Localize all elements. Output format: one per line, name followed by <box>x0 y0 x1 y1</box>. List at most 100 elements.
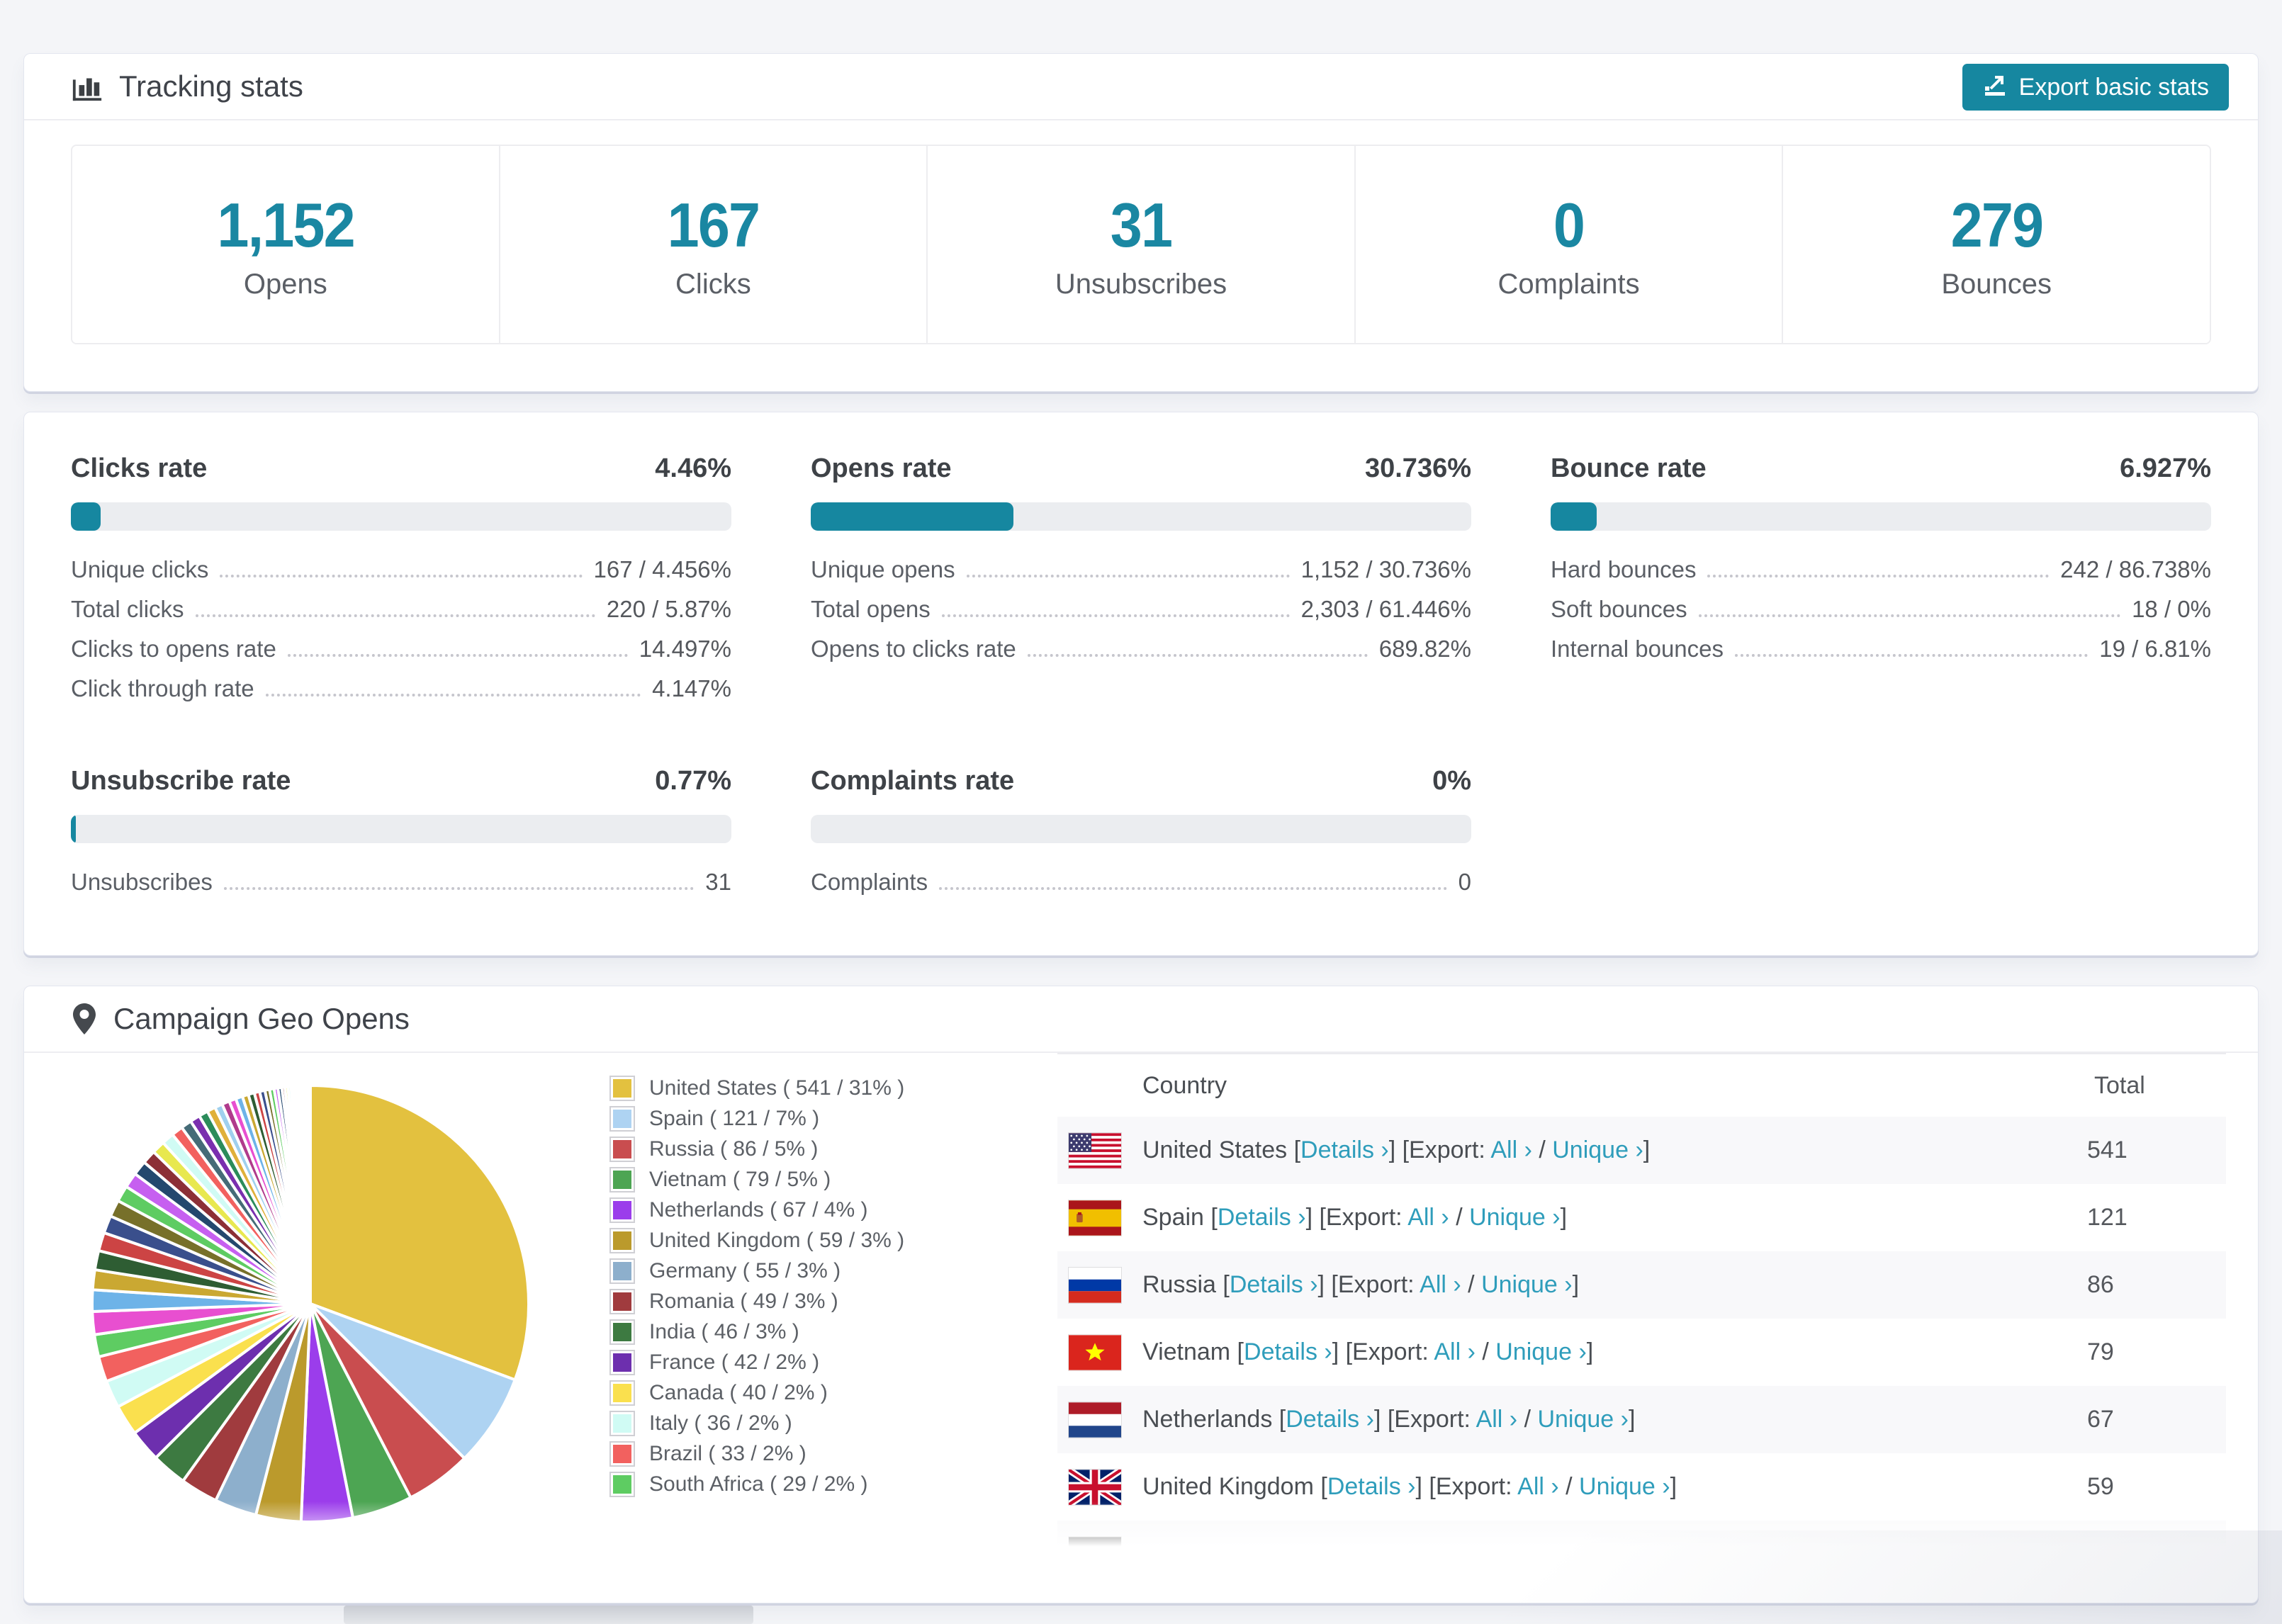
rates-grid: Clicks rate 4.46% Unique clicks 167 / 4.456… <box>24 412 2258 955</box>
stat-line: Internal bounces 19 / 6.81% <box>1551 636 2211 675</box>
rate-section-unsubscribe-rate: Unsubscribe rate 0.77% Unsubscribes 31 <box>71 766 731 908</box>
rate-title: Unsubscribe rate <box>71 766 291 796</box>
details-link[interactable]: Details › <box>1300 1137 1389 1163</box>
export-all-link[interactable]: All › <box>1517 1473 1559 1500</box>
page-title: Tracking stats <box>119 69 303 103</box>
legend-item-russia: Russia ( 86 / 5% ) <box>609 1134 1040 1164</box>
legend-swatch <box>609 1258 635 1284</box>
details-link[interactable]: Details › <box>1286 1406 1374 1433</box>
stat-line-value: 2,303 / 61.446% <box>1300 596 1471 622</box>
stat-value: 0 <box>1553 189 1585 260</box>
legend-swatch <box>609 1288 635 1314</box>
stat-line-value: 242 / 86.738% <box>2060 556 2211 582</box>
stat-line-value: 167 / 4.456% <box>593 556 732 582</box>
stat-line-value: 220 / 5.87% <box>606 596 731 622</box>
export-unique-link[interactable]: Unique › <box>1537 1406 1629 1433</box>
stat-line: Hard bounces 242 / 86.738% <box>1551 556 2211 596</box>
legend-item-united-kingdom: United Kingdom ( 59 / 3% ) <box>609 1225 1040 1256</box>
rate-section-clicks-rate: Clicks rate 4.46% Unique clicks 167 / 4.456… <box>71 453 731 715</box>
rate-value: 4.46% <box>655 453 731 483</box>
rate-title: Complaints rate <box>811 766 1015 796</box>
export-unique-link[interactable]: Unique › <box>1481 1271 1573 1298</box>
pie-slice-spain[interactable] <box>309 1302 517 1460</box>
legend-label: Romania ( 49 / 3% ) <box>649 1289 838 1313</box>
export-unique-link[interactable]: Unique › <box>1469 1204 1561 1231</box>
export-unique-link[interactable]: Unique › <box>1552 1137 1643 1163</box>
legend-swatch <box>609 1349 635 1375</box>
stat-line-value: 19 / 6.81% <box>2099 636 2211 662</box>
rate-section-opens-rate: Opens rate 30.736% Unique opens 1,152 / 30.… <box>811 453 1471 715</box>
export-all-link[interactable]: All › <box>1420 1271 1461 1298</box>
rate-head: Complaints rate 0% <box>811 766 1471 796</box>
export-basic-stats-button[interactable]: Export basic stats <box>1962 64 2229 111</box>
total-cell: 86 <box>2087 1271 2114 1298</box>
legend-label: United States ( 541 / 31% ) <box>649 1076 905 1100</box>
dotted-leader <box>1027 654 1368 657</box>
pie-slice-united-states[interactable] <box>309 1084 530 1382</box>
stat-line-value: 1,152 / 30.736% <box>1300 556 1471 582</box>
legend-item-united-states: United States ( 541 / 31% ) <box>609 1073 1040 1103</box>
details-link[interactable]: Details › <box>1327 1473 1416 1500</box>
stat-line: Complaints 0 <box>811 869 1471 908</box>
progress-bar <box>71 502 731 531</box>
rate-value: 0% <box>1432 766 1471 796</box>
geo-table-row-united-kingdom: United Kingdom [Details ›] [Export: All … <box>1057 1453 2226 1521</box>
dotted-leader <box>265 694 641 697</box>
export-all-link[interactable]: All › <box>1476 1406 1518 1433</box>
column-country: Country <box>1142 1071 1227 1099</box>
stat-line-value: 4.147% <box>652 675 731 701</box>
stat-line-value: 14.497% <box>639 636 731 662</box>
legend-item-netherlands: Netherlands ( 67 / 4% ) <box>609 1195 1040 1225</box>
export-unique-link[interactable]: Unique › <box>1495 1338 1587 1365</box>
details-link[interactable]: Details › <box>1229 1271 1318 1298</box>
legend-label: Russia ( 86 / 5% ) <box>649 1137 819 1161</box>
stat-line-label: Soft bounces <box>1551 596 1687 622</box>
dotted-leader <box>966 575 1290 577</box>
country-cell: Vietnam [Details ›] [Export: All › / Uni… <box>1142 1338 1594 1365</box>
legend-label: Brazil ( 33 / 2% ) <box>649 1441 806 1465</box>
total-cell: 79 <box>2087 1338 2114 1365</box>
rate-value: 6.927% <box>2120 453 2211 483</box>
es-flag-icon <box>1069 1200 1121 1236</box>
stat-line: Unsubscribes 31 <box>71 869 731 908</box>
stat-label: Opens <box>243 268 327 300</box>
stat-line: Soft bounces 18 / 0% <box>1551 596 2211 636</box>
dotted-leader <box>939 887 1447 890</box>
geo-table: Country Total United States [Details ›] … <box>1057 1053 2226 1588</box>
legend-item-vietnam: Vietnam ( 79 / 5% ) <box>609 1164 1040 1195</box>
legend-label: Italy ( 36 / 2% ) <box>649 1411 792 1435</box>
dotted-leader <box>1698 614 2121 617</box>
details-link[interactable]: Details › <box>1217 1204 1306 1231</box>
rate-head: Opens rate 30.736% <box>811 453 1471 484</box>
dotted-leader <box>220 575 583 577</box>
progress-bar <box>1551 502 2211 531</box>
export-all-link[interactable]: All › <box>1434 1338 1476 1365</box>
dotted-leader <box>941 614 1290 617</box>
export-all-link[interactable]: All › <box>1407 1204 1449 1231</box>
horizontal-scrollbar-thumb[interactable] <box>344 1606 753 1624</box>
rates-card: Clicks rate 4.46% Unique clicks 167 / 4.456… <box>23 412 2259 956</box>
rate-head: Bounce rate 6.927% <box>1551 453 2211 484</box>
progress-bar <box>811 502 1471 531</box>
stat-line: Unique clicks 167 / 4.456% <box>71 556 731 596</box>
stat-line-label: Total opens <box>811 596 931 622</box>
rate-section-bounce-rate: Bounce rate 6.927% Hard bounces 242 / 86.73… <box>1551 453 2211 715</box>
geo-table-row-vietnam: Vietnam [Details ›] [Export: All › / Uni… <box>1057 1319 2226 1386</box>
rate-title: Bounce rate <box>1551 453 1707 483</box>
legend-swatch <box>609 1471 635 1497</box>
map-pin-icon <box>71 1003 98 1035</box>
progress-bar-fill <box>71 815 77 843</box>
legend-swatch <box>609 1410 635 1436</box>
export-unique-link[interactable]: Unique › <box>1579 1473 1670 1500</box>
export-all-link[interactable]: All › <box>1490 1137 1532 1163</box>
stat-line-label: Complaints <box>811 869 928 895</box>
dotted-leader <box>1735 654 2089 657</box>
details-link[interactable]: Details › <box>1244 1338 1332 1365</box>
legend-label: France ( 42 / 2% ) <box>649 1350 820 1374</box>
ru-flag-icon <box>1069 1267 1121 1303</box>
legend-swatch <box>609 1136 635 1162</box>
legend-label: Germany ( 55 / 3% ) <box>649 1258 841 1282</box>
dotted-leader <box>287 654 628 657</box>
geo-table-row-partial <box>1057 1521 2226 1588</box>
campaign-geo-opens-card: Campaign Geo Opens United States ( 541 /… <box>23 986 2259 1603</box>
